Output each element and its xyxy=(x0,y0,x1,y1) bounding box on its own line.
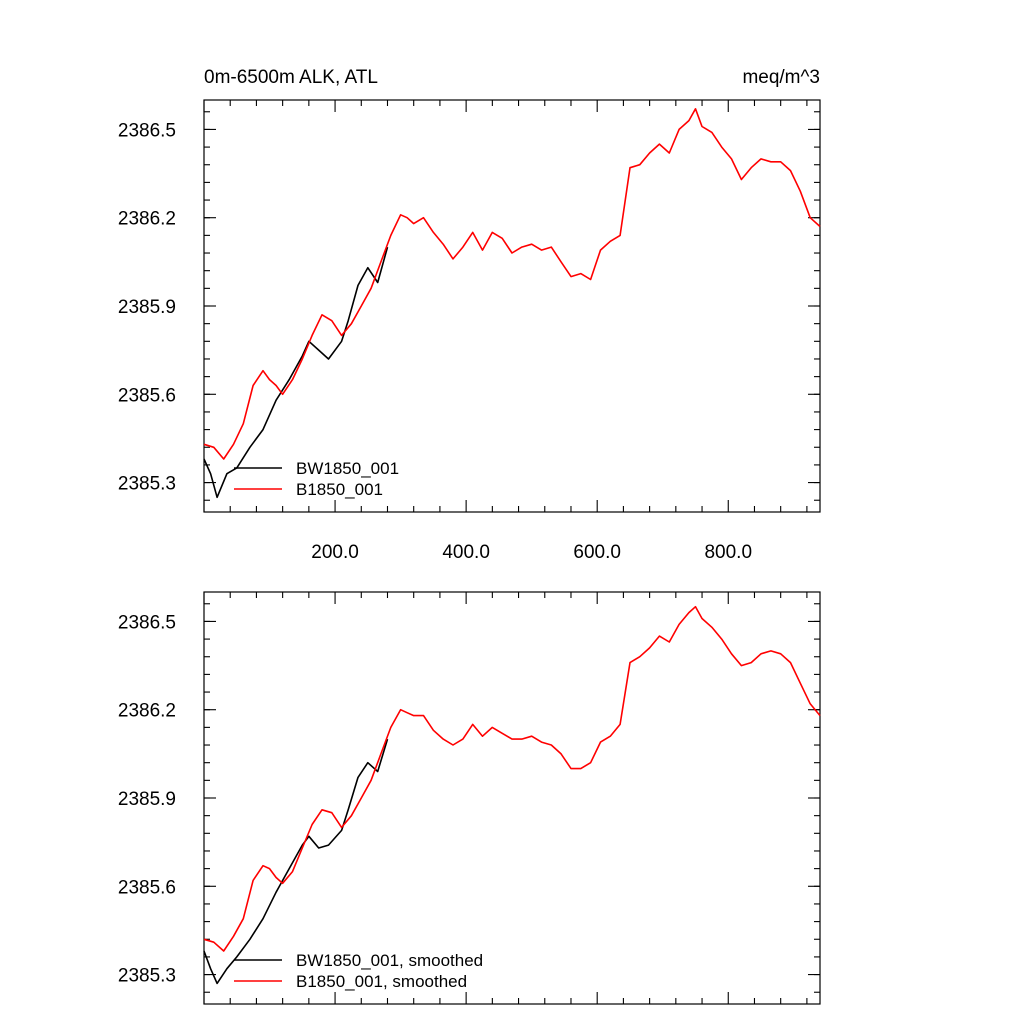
x-tick-label: 800.0 xyxy=(704,542,752,563)
y-tick-label: 2385.6 xyxy=(118,385,176,406)
legend: BW1850_001, smoothed B1850_001, smoothed xyxy=(234,951,483,991)
x-tick-label: 400.0 xyxy=(442,542,490,563)
tick-marks xyxy=(203,592,820,1004)
y-tick-label: 2385.6 xyxy=(118,877,176,898)
x-tick-label: 600.0 xyxy=(573,542,621,563)
y-tick-labels: 2385.3 2385.6 2385.9 2386.2 2386.5 xyxy=(118,612,176,986)
plot-frame xyxy=(203,591,821,1005)
y-tick-label: 2385.9 xyxy=(118,297,176,318)
tick-marks xyxy=(203,100,820,512)
y-tick-labels: 2385.3 2385.6 2385.9 2386.2 2386.5 xyxy=(118,120,176,494)
legend: BW1850_001 B1850_001 xyxy=(234,459,399,499)
bottom-panel: 2385.3 2385.6 2385.9 2386.2 2386.5 BW1850_00… xyxy=(118,591,821,1005)
plot-frame xyxy=(203,99,821,513)
legend-label: B1850_001 xyxy=(296,480,383,499)
series-line-b1850 xyxy=(203,108,821,460)
legend-label: B1850_001, smoothed xyxy=(296,972,467,991)
y-tick-label: 2385.3 xyxy=(118,966,176,987)
series-lines xyxy=(203,108,821,499)
series-line-bw1850 xyxy=(203,246,389,499)
units-label: meq/m^3 xyxy=(742,67,820,88)
legend-label: BW1850_001, smoothed xyxy=(296,951,483,970)
y-tick-label: 2386.2 xyxy=(118,209,176,230)
legend-label: BW1850_001 xyxy=(296,459,399,478)
y-tick-label: 2385.3 xyxy=(118,474,176,495)
series-line-bw1850 xyxy=(203,738,389,985)
x-tick-label: 200.0 xyxy=(311,542,359,563)
y-tick-label: 2386.5 xyxy=(118,120,176,141)
series-line-b1850 xyxy=(203,605,821,952)
y-tick-label: 2386.2 xyxy=(118,701,176,722)
x-tick-labels: 200.0 400.0 600.0 800.0 xyxy=(311,542,752,563)
y-tick-label: 2385.9 xyxy=(118,789,176,810)
chart-title: 0m-6500m ALK, ATL xyxy=(204,67,378,88)
y-tick-label: 2386.5 xyxy=(118,612,176,633)
top-panel: 0m-6500m ALK, ATL meq/m^3 2385.32385.623… xyxy=(118,67,821,563)
series-lines xyxy=(203,605,821,985)
